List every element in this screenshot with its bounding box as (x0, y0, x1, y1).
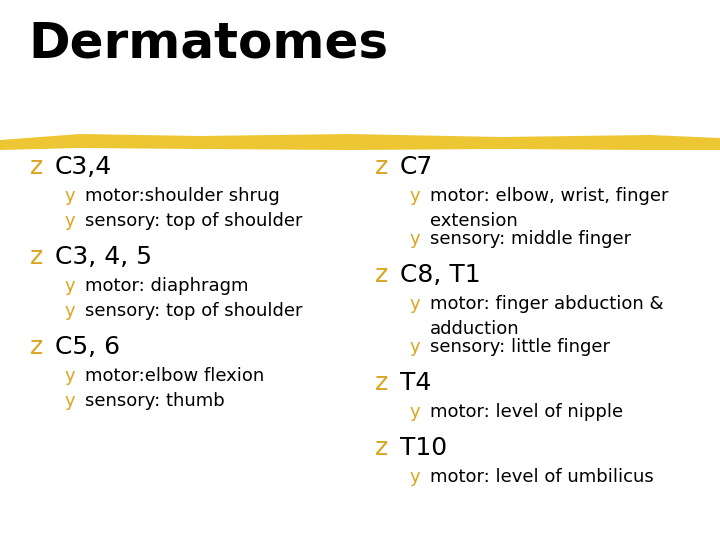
Text: sensory: top of shoulder: sensory: top of shoulder (85, 302, 302, 320)
Text: sensory: thumb: sensory: thumb (85, 392, 225, 410)
Text: adduction: adduction (430, 320, 520, 338)
Text: z: z (375, 436, 388, 460)
Text: motor: diaphragm: motor: diaphragm (85, 277, 248, 295)
Text: y: y (410, 187, 420, 205)
Text: extension: extension (430, 212, 518, 230)
Text: motor: finger abduction &: motor: finger abduction & (430, 295, 664, 313)
Text: y: y (410, 338, 420, 356)
Text: z: z (375, 263, 388, 287)
Text: y: y (410, 468, 420, 486)
Text: z: z (30, 335, 43, 359)
Text: y: y (65, 187, 76, 205)
Text: z: z (375, 155, 388, 179)
Text: C8, T1: C8, T1 (400, 263, 481, 287)
Text: z: z (30, 245, 43, 269)
Text: y: y (65, 367, 76, 385)
Text: sensory: little finger: sensory: little finger (430, 338, 610, 356)
Text: y: y (65, 277, 76, 295)
Text: T10: T10 (400, 436, 447, 460)
Text: y: y (65, 392, 76, 410)
Text: sensory: middle finger: sensory: middle finger (430, 230, 631, 248)
Text: y: y (410, 295, 420, 313)
Text: C7: C7 (400, 155, 433, 179)
Text: C3, 4, 5: C3, 4, 5 (55, 245, 152, 269)
Text: motor:shoulder shrug: motor:shoulder shrug (85, 187, 280, 205)
Text: y: y (410, 403, 420, 421)
Text: motor:elbow flexion: motor:elbow flexion (85, 367, 264, 385)
Text: motor: elbow, wrist, finger: motor: elbow, wrist, finger (430, 187, 668, 205)
Text: y: y (65, 212, 76, 230)
Text: motor: level of umbilicus: motor: level of umbilicus (430, 468, 654, 486)
Text: C5, 6: C5, 6 (55, 335, 120, 359)
Text: sensory: top of shoulder: sensory: top of shoulder (85, 212, 302, 230)
Text: Dermatomes: Dermatomes (28, 20, 388, 68)
Polygon shape (0, 134, 720, 150)
Text: motor: level of nipple: motor: level of nipple (430, 403, 623, 421)
Text: z: z (375, 371, 388, 395)
Text: y: y (410, 230, 420, 248)
Text: T4: T4 (400, 371, 431, 395)
Text: z: z (30, 155, 43, 179)
Text: y: y (65, 302, 76, 320)
Text: C3,4: C3,4 (55, 155, 112, 179)
